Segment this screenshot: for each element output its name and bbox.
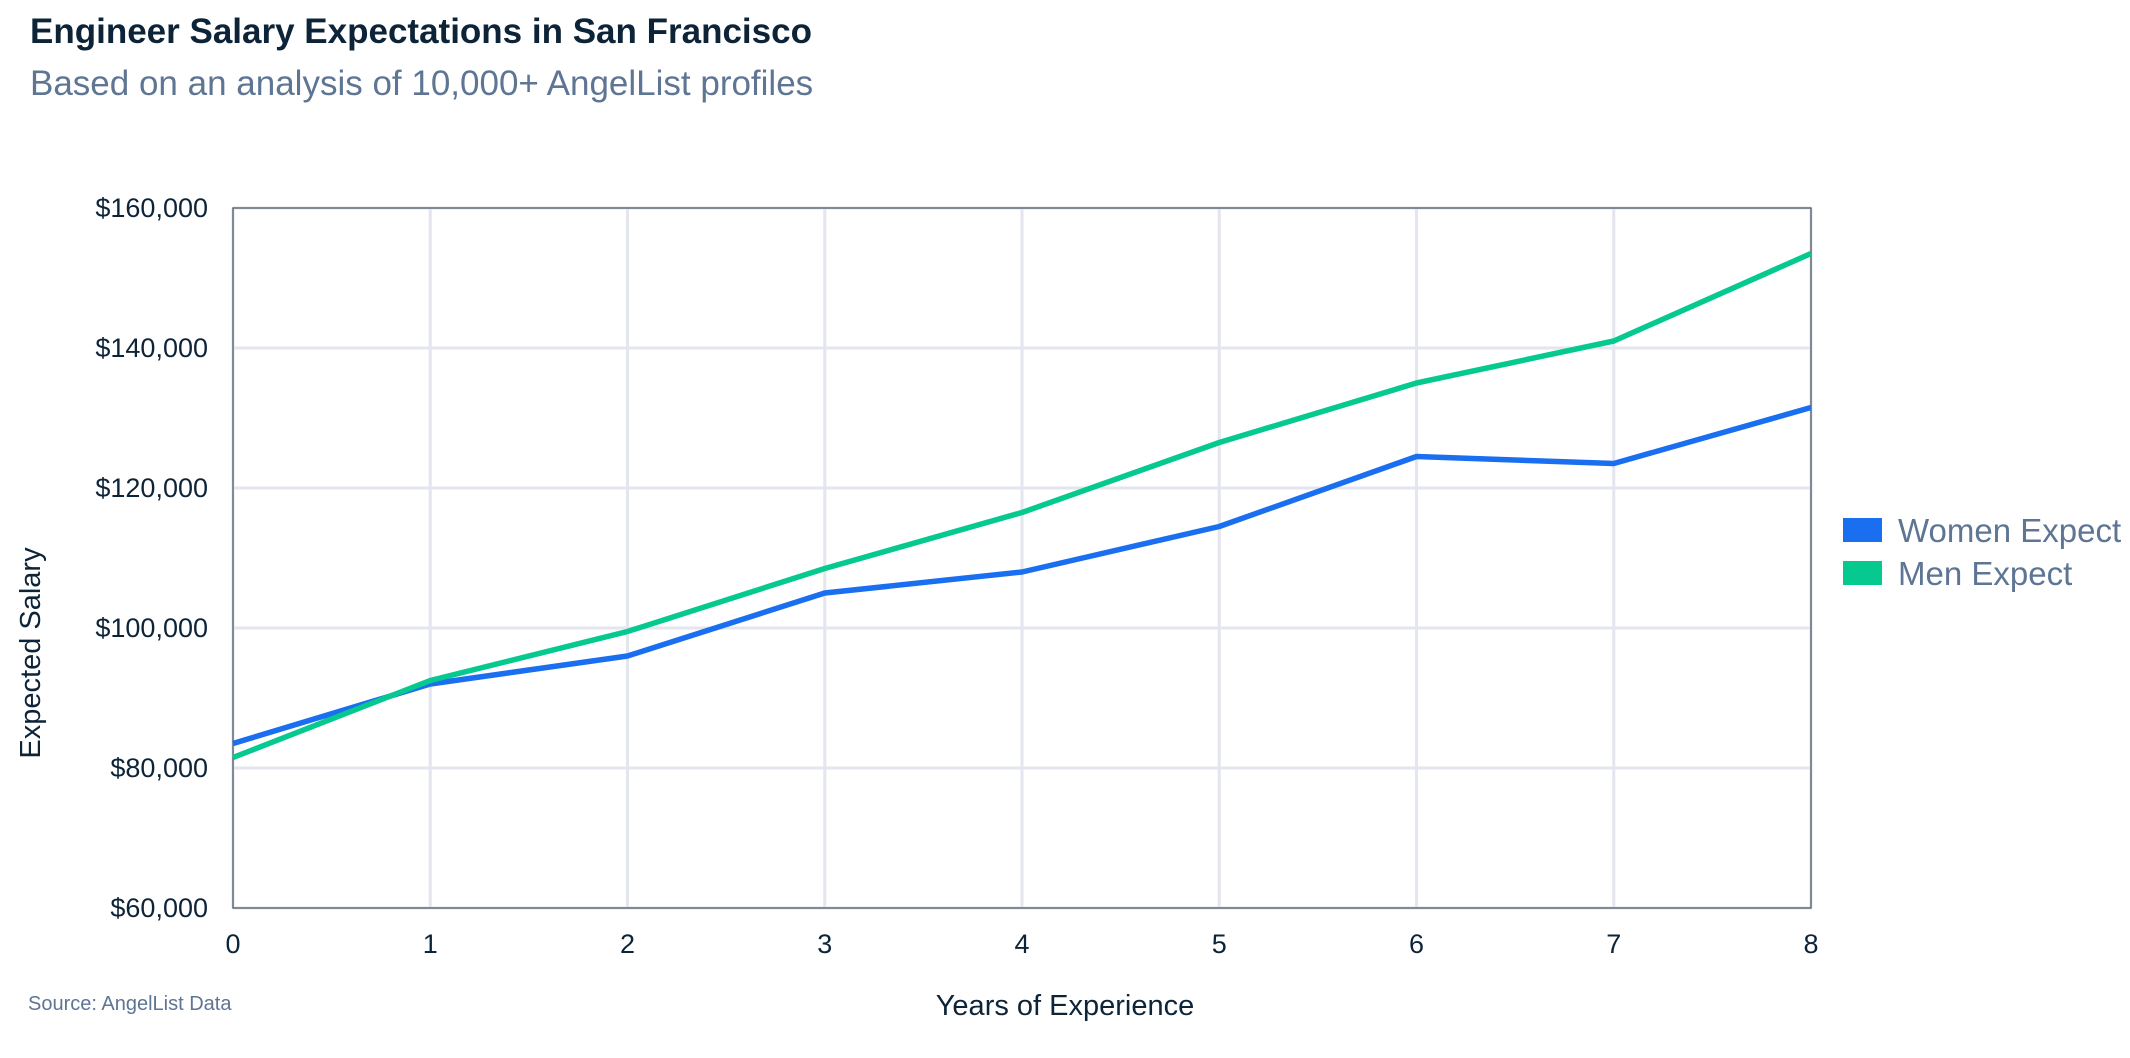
y-tick-label: $80,000: [110, 753, 208, 783]
legend-label: Men Expect: [1898, 555, 2072, 592]
series-lines: [231, 250, 1813, 761]
y-tick-label: $160,000: [95, 193, 208, 223]
plot-frame: [232, 207, 1812, 909]
legend-swatch: [1843, 561, 1882, 585]
series-line: [231, 250, 1813, 761]
y-axis-ticks: $60,000 $80,000 $100,000 $120,000 $140,000 $1…: [95, 193, 208, 923]
x-axis-ticks: 0 1 2 3 4 5 6 7 8: [225, 929, 1818, 959]
series-line: [232, 404, 1812, 747]
y-tick-label: $140,000: [95, 333, 208, 363]
x-tick-label: 5: [1212, 929, 1227, 959]
source-note: Source: AngelList Data: [28, 993, 232, 1015]
x-tick-label: 3: [817, 929, 832, 959]
chart-title: Engineer Salary Expectations in San Fran…: [30, 12, 812, 51]
x-tick-label: 8: [1803, 929, 1818, 959]
y-tick-label: $60,000: [110, 893, 208, 923]
grid-lines: [231, 206, 1813, 910]
chart-subtitle: Based on an analysis of 10,000+ AngelLis…: [30, 64, 814, 103]
x-tick-label: 6: [1409, 929, 1424, 959]
legend-swatch: [1843, 518, 1882, 542]
x-tick-label: 7: [1606, 929, 1621, 959]
x-tick-label: 4: [1014, 929, 1029, 959]
legend: Women Expect Men Expect: [1843, 512, 2121, 592]
legend-label: Women Expect: [1898, 512, 2121, 549]
y-tick-label: $100,000: [95, 613, 208, 643]
y-axis-title: Expected Salary: [15, 547, 47, 759]
y-tick-label: $120,000: [95, 473, 208, 503]
x-tick-label: 2: [620, 929, 635, 959]
x-tick-label: 1: [423, 929, 438, 959]
x-tick-label: 0: [225, 929, 240, 959]
x-axis-title: Years of Experience: [936, 990, 1194, 1022]
